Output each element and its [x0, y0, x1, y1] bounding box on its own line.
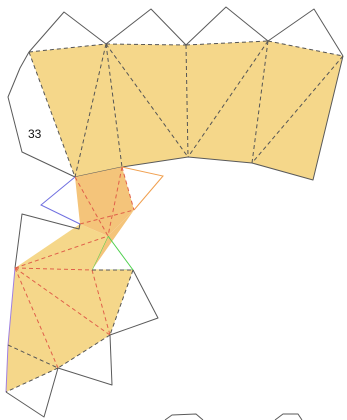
- red-fold: [14, 235, 109, 269]
- red-fold: [79, 209, 135, 225]
- lower-face-1: [15, 224, 108, 270]
- middle-connector: [40, 166, 164, 271]
- fold-line: [74, 43, 107, 178]
- fold-line: [57, 334, 111, 369]
- fold-line: [105, 43, 187, 46]
- lower-fan-faces: [6, 224, 133, 392]
- upper-face-2: [106, 44, 188, 167]
- fold-line: [109, 269, 134, 336]
- lower-right-edge: [57, 334, 113, 386]
- fold-line: [187, 40, 269, 158]
- upper-face-1: [29, 44, 122, 177]
- fold-line: [5, 367, 59, 393]
- red-fold: [121, 166, 135, 211]
- cropped-shape-right: [274, 413, 303, 420]
- lower-face-3: [8, 268, 58, 368]
- connector-face-2: [92, 210, 134, 270]
- orange-flap: [121, 166, 164, 211]
- lower-bottom-edge: [5, 367, 59, 418]
- bottom-cropped-shapes: [164, 413, 303, 420]
- lower-left-flap: [14, 213, 81, 269]
- fold-line: [28, 51, 76, 178]
- fold-line: [105, 43, 189, 158]
- lower-face-2: [15, 268, 133, 368]
- face-number-label: 33: [28, 127, 42, 141]
- fold-line: [251, 55, 344, 164]
- red-fold: [107, 166, 123, 237]
- red-fold: [14, 267, 111, 336]
- lower-fan-folds: [5, 235, 134, 393]
- fold-line: [185, 44, 189, 158]
- lower-face-4: [6, 345, 58, 392]
- upper-band-folds: [28, 40, 344, 178]
- upper-band-faces: [29, 41, 343, 180]
- lower-right-flap: [109, 269, 159, 336]
- red-fold: [14, 267, 93, 271]
- red-fold: [91, 269, 111, 336]
- fold-line: [7, 344, 59, 369]
- upper-face-4: [252, 41, 343, 180]
- fold-line: [267, 40, 344, 57]
- fold-line: [28, 43, 107, 53]
- right-edge: [251, 55, 344, 181]
- left-flap-edge: [7, 51, 76, 178]
- connector-face-1: [75, 167, 134, 236]
- red-fold: [74, 176, 109, 237]
- cropped-shape-left: [164, 413, 204, 420]
- blue-flap: [40, 176, 81, 225]
